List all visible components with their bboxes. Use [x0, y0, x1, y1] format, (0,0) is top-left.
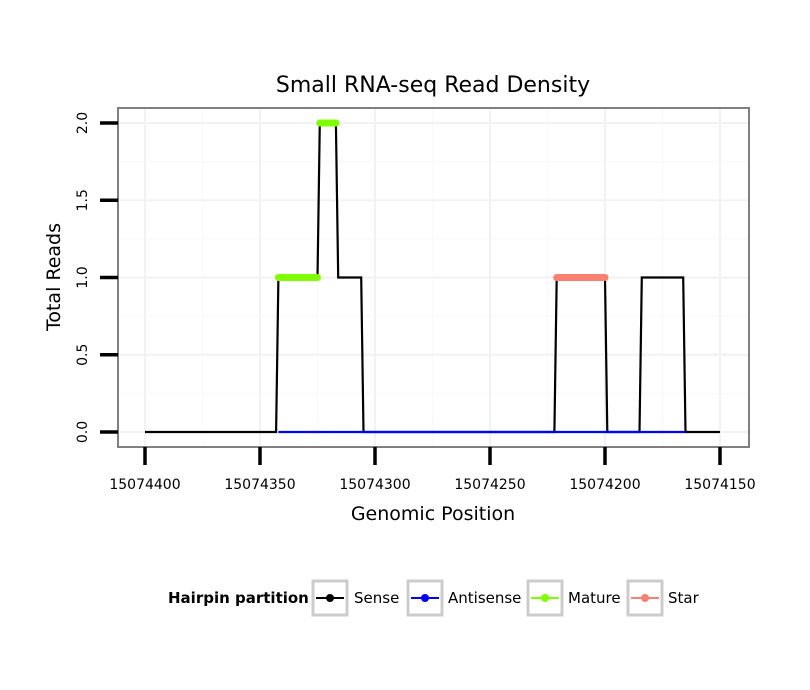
x-tick-label: 15074200 [569, 477, 640, 493]
chart-title: Small RNA-seq Read Density [276, 73, 590, 98]
x-axis-title: Genomic Position [351, 503, 515, 525]
legend-label-sense: Sense [354, 589, 399, 607]
y-tick-label: 2.0 [75, 112, 91, 134]
legend-entries: Sense Antisense Mature Star [311, 579, 700, 617]
series-layer [145, 119, 720, 434]
legend-label-star: Star [668, 589, 700, 607]
legend-entry-antisense: Antisense [406, 579, 521, 617]
legend-dot-mature [541, 594, 549, 602]
legend: Hairpin partition Sense Antisense Mature St… [168, 579, 700, 617]
legend-entry-star: Star [626, 579, 700, 617]
x-tick-label: 15074400 [109, 477, 180, 493]
y-axis: 0.0 0.5 1.0 1.5 2.0 [75, 112, 118, 443]
legend-dot-star [641, 594, 649, 602]
y-tick-label: 0.0 [75, 421, 91, 443]
y-axis-title: Total Reads [43, 223, 65, 332]
minor-grid [118, 108, 749, 447]
x-axis: 15074400 15074350 15074300 15074250 15074200… [109, 447, 756, 493]
legend-label-mature: Mature [568, 589, 621, 607]
legend-entry-sense: Sense [311, 579, 399, 617]
legend-dot-sense [326, 594, 334, 602]
y-tick-label: 0.5 [75, 344, 91, 366]
y-tick-label: 1.5 [75, 189, 91, 211]
legend-entry-mature: Mature [526, 579, 621, 617]
x-tick-label: 15074250 [454, 477, 525, 493]
y-tick-label: 1.0 [75, 266, 91, 288]
legend-dot-antisense [421, 594, 429, 602]
x-tick-label: 15074150 [684, 477, 755, 493]
x-tick-label: 15074300 [339, 477, 410, 493]
x-tick-label: 15074350 [224, 477, 295, 493]
legend-title: Hairpin partition [168, 589, 309, 607]
legend-label-antisense: Antisense [448, 589, 521, 607]
